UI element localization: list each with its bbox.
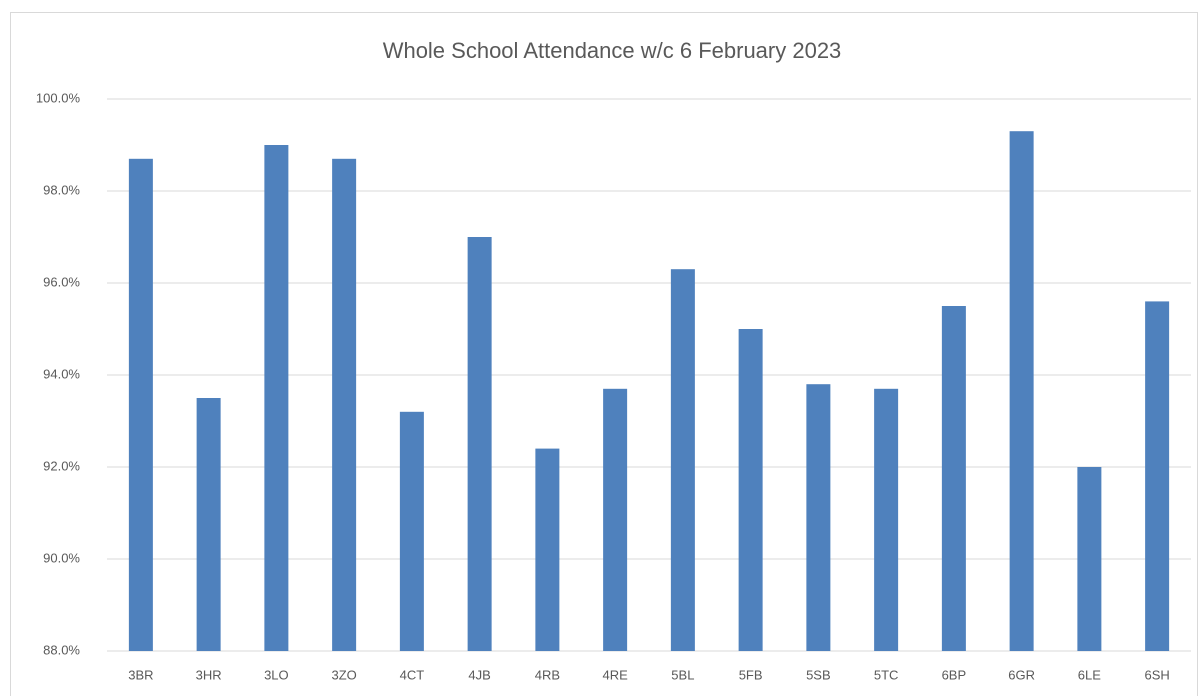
x-tick-label: 3BR <box>128 667 153 682</box>
x-tick-label: 5TC <box>874 667 899 682</box>
bar <box>399 411 424 651</box>
x-tick-label: 6LE <box>1078 667 1101 682</box>
bar <box>941 306 966 651</box>
x-tick-label: 6GR <box>1008 667 1035 682</box>
y-tick-label: 100.0% <box>36 90 81 105</box>
x-tick-label: 3HR <box>196 667 222 682</box>
bar <box>535 448 560 651</box>
y-tick-label: 94.0% <box>43 366 80 381</box>
x-tick-label: 6SH <box>1144 667 1169 682</box>
bar <box>603 388 628 651</box>
bar <box>1009 131 1034 651</box>
y-tick-label: 92.0% <box>43 458 80 473</box>
bar <box>196 398 221 651</box>
bar <box>1145 301 1170 651</box>
bar <box>806 384 831 651</box>
y-tick-label: 88.0% <box>43 642 80 657</box>
bar <box>332 158 357 652</box>
x-tick-label: 4JB <box>468 667 490 682</box>
x-tick-label: 5BL <box>671 667 694 682</box>
x-tick-label: 5FB <box>739 667 763 682</box>
x-tick-label: 3LO <box>264 667 289 682</box>
x-tick-label: 4CT <box>400 667 425 682</box>
y-tick-label: 90.0% <box>43 550 80 565</box>
chart-title: Whole School Attendance w/c 6 February 2… <box>383 38 842 63</box>
y-tick-label: 96.0% <box>43 274 80 289</box>
bar <box>128 158 153 652</box>
x-tick-label: 4RB <box>535 667 560 682</box>
y-tick-label: 98.0% <box>43 182 80 197</box>
x-tick-label: 4RE <box>602 667 628 682</box>
bar <box>264 145 289 651</box>
x-tick-label: 5SB <box>806 667 831 682</box>
x-tick-label: 6BP <box>942 667 967 682</box>
bar <box>467 237 492 651</box>
bar <box>1077 467 1102 651</box>
bar <box>874 388 899 651</box>
bar <box>738 329 763 651</box>
x-tick-label: 3ZO <box>331 667 356 682</box>
bar <box>670 269 695 651</box>
